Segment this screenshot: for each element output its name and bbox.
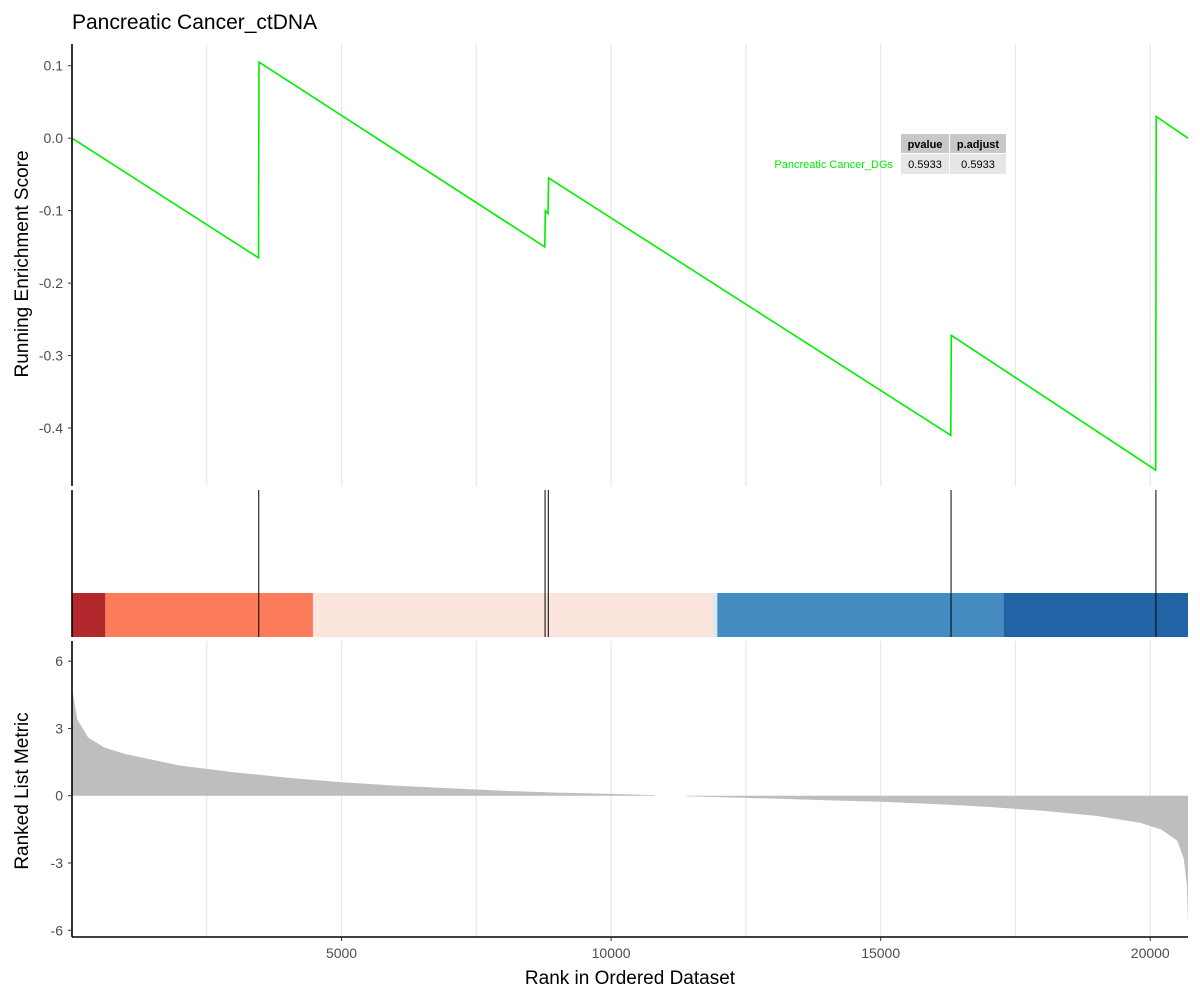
y-tick-label-ranked-metric-1: 3 <box>55 720 63 736</box>
y-axis-title-ranked-metric: Ranked List Metric <box>12 712 33 869</box>
y-tick-label-running-score-2: -0.1 <box>39 203 63 219</box>
running-score-line <box>71 60 1189 472</box>
x-tick-label-3: 20000 <box>1131 945 1170 961</box>
y-tick-label-running-score-5: -0.4 <box>39 420 63 436</box>
y-tick-label-running-score-3: -0.2 <box>39 275 63 291</box>
ranked-metric-area <box>72 688 1188 924</box>
rank-color-band-5 <box>1003 593 1188 637</box>
axes: 0.1 0.0 -0.1 -0.2 -0.3 -0.4 6 3 0 -3 -6 5000 10000 15… <box>39 44 1188 961</box>
table-cell-bg-padjust <box>950 154 1006 174</box>
y-tick-label-ranked-metric-3: -3 <box>51 855 64 871</box>
y-tick-label-ranked-metric-0: 6 <box>55 653 63 669</box>
gridlines <box>206 44 1151 937</box>
x-axis-title: Rank in Ordered Dataset <box>525 968 736 989</box>
y-tick-label-running-score-0: 0.1 <box>44 58 64 74</box>
table-header-padjust: p.adjust <box>957 139 1000 151</box>
running-score-panel <box>71 60 1189 472</box>
x-tick-label-1: 10000 <box>592 945 631 961</box>
table-cell-padjust: 0.5933 <box>961 159 995 171</box>
y-axis-title-running-score: Running Enrichment Score <box>12 150 33 377</box>
table-header-pvalue: pvalue <box>908 139 943 151</box>
x-tick-label-2: 15000 <box>861 945 900 961</box>
chart-title: Pancreatic Cancer_ctDNA <box>72 11 317 34</box>
table-cell-bg-pvalue <box>901 154 949 174</box>
hits-panel <box>72 490 1188 637</box>
rank-color-band-4 <box>717 593 1004 637</box>
ranked-metric-panel <box>72 688 1188 924</box>
table-header-bg-pvalue <box>901 134 949 153</box>
rank-color-band-3 <box>712 593 718 637</box>
rank-color-band-1 <box>105 593 313 637</box>
pvalue-table: pvalue p.adjust Pancreatic Cancer_DGs 0.… <box>774 134 1006 174</box>
table-cell-pvalue: 0.5933 <box>908 159 942 171</box>
y-tick-label-running-score-1: 0.0 <box>44 130 64 146</box>
rank-color-band-0 <box>72 593 106 637</box>
y-tick-label-ranked-metric-4: -6 <box>51 922 64 938</box>
table-header-bg-padjust <box>950 134 1006 153</box>
y-tick-label-running-score-4: -0.3 <box>39 348 63 364</box>
x-tick-label-0: 5000 <box>326 945 357 961</box>
rank-color-band-2 <box>312 593 713 637</box>
table-row-label: Pancreatic Cancer_DGs <box>774 159 893 171</box>
y-tick-label-ranked-metric-2: 0 <box>55 788 63 804</box>
